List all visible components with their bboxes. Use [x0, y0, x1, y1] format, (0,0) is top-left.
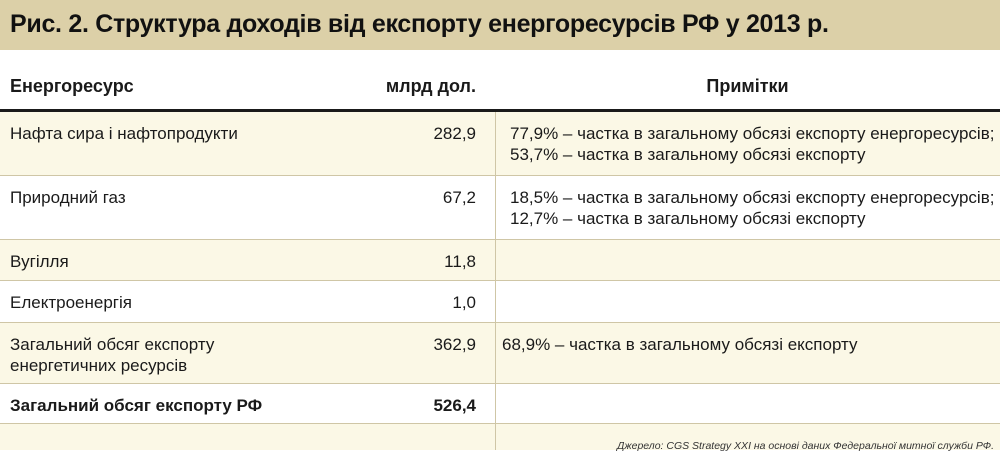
note-line: 53,7% – частка в загальному обсязі експо… [510, 145, 866, 164]
resource-cell: Вугілля [0, 240, 486, 280]
amount-cell: 282,9 [300, 112, 486, 175]
resource-label: енергетичних ресурсів [10, 356, 188, 375]
resource-cell: Природний газ [0, 176, 486, 239]
source-note: Джерело: CGS Strategy XXI на основі дани… [616, 440, 994, 452]
table-header-row: Енергоресурс млрд дол. Примітки [0, 62, 1000, 112]
header-notes: Примітки [706, 76, 789, 96]
resource-cell: Нафта сира і нафтопродукти [0, 112, 486, 175]
table-row: Електроенергія 1,0 [0, 281, 1000, 323]
resource-cell: Електроенергія [0, 281, 486, 322]
table-row: Нафта сира і нафтопродукти 282,9 77,9% –… [0, 112, 1000, 176]
header-resource: Енергоресурс [10, 76, 134, 96]
notes-cell [495, 281, 1000, 322]
resource-label: Нафта сира і нафтопродукти [10, 124, 238, 143]
amount-value: 526,4 [433, 396, 476, 415]
resource-label: Вугілля [10, 252, 69, 271]
note-line: 68,9% – частка в загальному обсязі експо… [502, 335, 858, 354]
table-row: Загальний обсяг експорту РФ 526,4 [0, 384, 1000, 424]
table-row: Загальний обсяг експорту енергетичних ре… [0, 323, 1000, 384]
resource-cell: Загальний обсяг експорту енергетичних ре… [0, 323, 486, 383]
amount-value: 282,9 [433, 124, 476, 143]
amount-cell: 67,2 [300, 176, 486, 239]
note-line: 12,7% – частка в загальному обсязі експо… [510, 209, 866, 228]
header-amount-cell: млрд дол. [300, 62, 486, 109]
notes-cell: 68,9% – частка в загальному обсязі експо… [495, 323, 1000, 383]
resource-label: Загальний обсяг експорту РФ [10, 396, 263, 415]
title-bar: Рис. 2. Структура доходів від експорту е… [0, 0, 1000, 50]
resource-label: Природний газ [10, 188, 126, 207]
amount-value: 11,8 [444, 252, 476, 271]
figure-title: Рис. 2. Структура доходів від експорту е… [10, 10, 829, 38]
resource-label: Електроенергія [10, 293, 132, 312]
amount-value: 362,9 [433, 335, 476, 354]
note-line: 18,5% – частка в загальному обсязі експо… [510, 188, 995, 207]
resource-cell: Загальний обсяг експорту РФ [0, 384, 486, 423]
notes-cell: 18,5% – частка в загальному обсязі експо… [495, 176, 1000, 239]
amount-value: 1,0 [452, 293, 476, 312]
notes-cell [495, 240, 1000, 280]
amount-cell: 11,8 [300, 240, 486, 280]
amount-cell: 362,9 [300, 323, 486, 383]
note-line: 77,9% – частка в загальному обсязі експо… [510, 124, 995, 143]
amount-cell: 526,4 [300, 384, 486, 423]
table-row-empty [0, 424, 1000, 450]
notes-cell [495, 384, 1000, 423]
amount-value: 67,2 [442, 188, 476, 207]
notes-cell: 77,9% – частка в загальному обсязі експо… [495, 112, 1000, 175]
table-row: Вугілля 11,8 [0, 240, 1000, 281]
header-amount: млрд дол. [385, 76, 476, 96]
resource-label: Загальний обсяг експорту [10, 335, 215, 354]
data-table: Енергоресурс млрд дол. Примітки Нафта си… [0, 62, 1000, 450]
table-row: Природний газ 67,2 18,5% – частка в зага… [0, 176, 1000, 240]
notes-cell [495, 424, 1000, 450]
amount-cell: 1,0 [300, 281, 486, 322]
